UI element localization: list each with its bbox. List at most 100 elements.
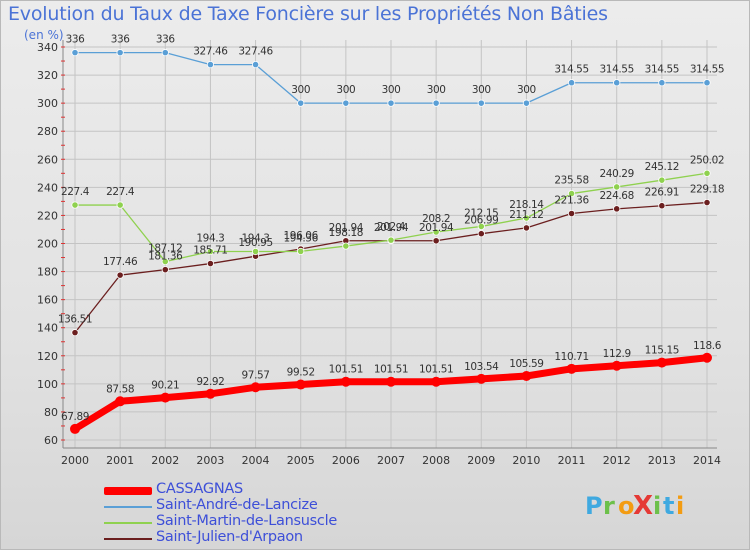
y-tick-label: 140 bbox=[37, 322, 58, 335]
point-saint-martin-de-lansuscle bbox=[116, 201, 124, 209]
data-label-cassagnas: 115.15 bbox=[645, 345, 679, 357]
brand-letter: X bbox=[633, 491, 653, 521]
data-label-cassagnas: 103.54 bbox=[464, 361, 499, 373]
brand-letter: r bbox=[603, 492, 615, 520]
point-saint-martin-de-lansuscle bbox=[387, 236, 395, 244]
data-label-saint-martin-de-lansuscle: 187.12 bbox=[148, 243, 182, 255]
data-label-saint-julien-d-arpaon: 226.91 bbox=[645, 187, 679, 199]
point-saint-andre-de-lancize bbox=[116, 49, 124, 57]
x-tick-label: 2014 bbox=[693, 454, 721, 467]
data-label-saint-martin-de-lansuscle: 245.12 bbox=[645, 161, 679, 173]
point-saint-julien-d-arpaon bbox=[206, 259, 215, 268]
data-label-saint-julien-d-arpaon: 201.94 bbox=[419, 222, 454, 234]
x-tick-label: 2005 bbox=[287, 454, 315, 467]
y-tick-label: 280 bbox=[37, 125, 58, 138]
data-label-saint-martin-de-lansuscle: 208.2 bbox=[422, 213, 450, 225]
legend-item-saint-andre[interactable]: Saint-André-de-Lancize bbox=[104, 497, 424, 515]
y-tick-label: 120 bbox=[37, 350, 58, 363]
legend-item-saint-julien[interactable]: Saint-Julien-d'Arpaon bbox=[104, 529, 424, 547]
data-label-saint-julien-d-arpaon: 206.99 bbox=[464, 215, 498, 227]
y-tick-label: 160 bbox=[37, 294, 58, 307]
data-label-cassagnas: 101.51 bbox=[419, 364, 453, 376]
point-saint-martin-de-lansuscle bbox=[206, 247, 215, 256]
point-saint-julien-d-arpaon bbox=[658, 202, 666, 210]
data-label-saint-martin-de-lansuscle: 227.4 bbox=[106, 186, 135, 198]
x-tick-label: 2003 bbox=[196, 454, 224, 467]
x-tick-label: 2012 bbox=[603, 454, 631, 467]
data-label-saint-andre-de-lancize: 327.46 bbox=[238, 46, 273, 58]
y-tick-label: 240 bbox=[37, 181, 58, 194]
point-saint-julien-d-arpaon bbox=[703, 198, 711, 207]
point-cassagnas bbox=[70, 423, 80, 434]
data-label-saint-julien-d-arpaon: 185.71 bbox=[193, 245, 227, 257]
point-cassagnas bbox=[431, 376, 442, 387]
y-tick-label: 220 bbox=[37, 209, 58, 222]
data-label-saint-martin-de-lansuscle: 218.14 bbox=[509, 199, 544, 211]
point-saint-andre-de-lancize bbox=[387, 99, 395, 107]
brand-letter: o bbox=[618, 492, 635, 520]
point-saint-martin-de-lansuscle bbox=[522, 214, 531, 222]
data-label-cassagnas: 92.92 bbox=[196, 376, 224, 388]
data-label-saint-julien-d-arpaon: 224.68 bbox=[600, 190, 634, 202]
legend-swatch-saint-julien bbox=[104, 538, 152, 540]
x-tick-label: 2002 bbox=[151, 454, 179, 467]
data-label-saint-andre-de-lancize: 300 bbox=[336, 84, 355, 96]
point-saint-martin-de-lansuscle bbox=[477, 222, 485, 231]
point-cassagnas bbox=[205, 388, 216, 399]
point-cassagnas bbox=[160, 392, 171, 403]
axis-layer: 60 80 100 120 140 160 180 200 220 240 260 280 300 320… bbox=[37, 40, 721, 467]
point-saint-andre-de-lancize bbox=[206, 61, 215, 69]
point-saint-andre-de-lancize bbox=[297, 99, 305, 107]
data-label-cassagnas: 87.58 bbox=[106, 383, 134, 395]
y-tick-label: 180 bbox=[37, 266, 58, 279]
data-label-saint-martin-de-lansuscle: 202.4 bbox=[377, 221, 406, 233]
data-label-saint-andre-de-lancize: 300 bbox=[472, 84, 491, 96]
data-label-cassagnas: 99.52 bbox=[287, 367, 315, 379]
chart-title: Evolution du Taux de Taxe Foncière sur l… bbox=[8, 3, 608, 25]
data-label-saint-martin-de-lansuscle: 194.36 bbox=[284, 232, 319, 244]
data-label-saint-andre-de-lancize: 300 bbox=[382, 84, 401, 96]
y-tick-label: 200 bbox=[37, 238, 58, 251]
point-saint-martin-de-lansuscle bbox=[251, 247, 260, 256]
point-saint-andre-de-lancize bbox=[477, 99, 485, 107]
point-cassagnas bbox=[521, 371, 532, 382]
unit-label: (en %) bbox=[24, 28, 64, 42]
y-tick-label: 100 bbox=[37, 378, 58, 391]
brand-letter: i bbox=[653, 492, 661, 520]
data-label-cassagnas: 118.6 bbox=[693, 340, 722, 352]
data-label-saint-julien-d-arpaon: 211.12 bbox=[509, 209, 543, 221]
point-saint-julien-d-arpaon bbox=[161, 266, 169, 274]
legend-item-cassagnas[interactable]: CASSAGNAS bbox=[104, 481, 424, 499]
data-label-saint-julien-d-arpaon: 196.06 bbox=[284, 230, 319, 242]
y-tick-label: 300 bbox=[37, 97, 58, 110]
legend-item-saint-martin[interactable]: Saint-Martin-de-Lansuscle bbox=[104, 513, 424, 531]
x-tick-label: 2006 bbox=[332, 454, 360, 467]
point-saint-andre-de-lancize bbox=[613, 79, 621, 87]
point-saint-andre-de-lancize bbox=[658, 79, 666, 87]
y-tick-label: 260 bbox=[37, 153, 58, 166]
point-saint-martin-de-lansuscle bbox=[432, 228, 440, 236]
data-label-saint-martin-de-lansuscle: 240.29 bbox=[600, 168, 634, 180]
data-label-saint-andre-de-lancize: 314.55 bbox=[554, 64, 588, 76]
data-label-saint-martin-de-lansuscle: 227.4 bbox=[61, 186, 90, 198]
brand-letter: P bbox=[585, 492, 603, 520]
data-label-saint-andre-de-lancize: 314.55 bbox=[600, 64, 634, 76]
x-tick-label: 2000 bbox=[61, 454, 89, 467]
point-saint-martin-de-lansuscle bbox=[658, 176, 666, 184]
point-cassagnas bbox=[476, 373, 487, 384]
data-label-cassagnas: 110.71 bbox=[554, 351, 588, 363]
point-saint-andre-de-lancize bbox=[251, 61, 260, 69]
brand-letter: t bbox=[663, 492, 674, 520]
point-cassagnas bbox=[386, 376, 396, 387]
data-label-saint-martin-de-lansuscle: 198.18 bbox=[329, 227, 363, 239]
x-tick-label: 2008 bbox=[422, 454, 450, 467]
legend-label-saint-julien: Saint-Julien-d'Arpaon bbox=[156, 529, 303, 545]
x-tick-label: 2009 bbox=[467, 454, 495, 467]
x-tick-label: 2001 bbox=[106, 454, 134, 467]
point-saint-julien-d-arpaon bbox=[522, 224, 531, 232]
x-tick-label: 2007 bbox=[377, 454, 405, 467]
data-label-saint-andre-de-lancize: 300 bbox=[517, 84, 536, 96]
data-label-cassagnas: 112.9 bbox=[603, 348, 631, 360]
